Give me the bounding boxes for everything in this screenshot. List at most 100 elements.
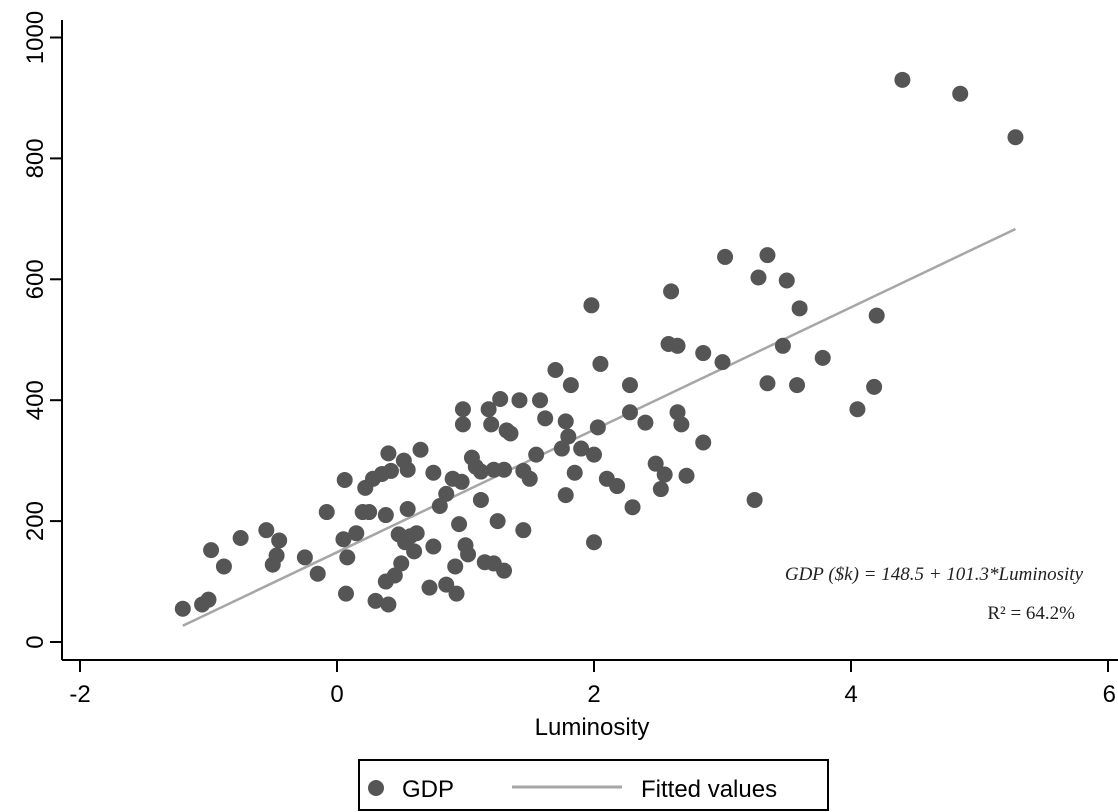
gdp-data-point xyxy=(673,416,690,433)
gdp-data-point xyxy=(483,416,500,433)
r-squared-label: R² = 64.2% xyxy=(987,603,1075,624)
gdp-data-point xyxy=(480,401,497,418)
gdp-data-point xyxy=(399,501,416,518)
gdp-data-point xyxy=(472,463,489,480)
gdp-data-point xyxy=(377,507,394,524)
gdp-data-point xyxy=(791,300,808,317)
x-axis-title: Luminosity xyxy=(535,714,650,741)
gdp-data-point xyxy=(489,513,506,530)
x-tick-label: 6 xyxy=(1103,681,1116,708)
gdp-data-point xyxy=(589,419,606,436)
y-axis-ticks: 0 200 400 600 800 1000 xyxy=(22,11,62,649)
gdp-data-point xyxy=(678,467,695,484)
gdp-data-point xyxy=(621,404,638,421)
gdp-data-point xyxy=(453,473,470,490)
gdp-data-point xyxy=(637,414,654,431)
gdp-data-point xyxy=(203,542,220,559)
gdp-data-point xyxy=(669,337,686,354)
gdp-data-point xyxy=(1007,129,1024,146)
gdp-data-point xyxy=(380,445,397,462)
legend-box xyxy=(358,759,829,811)
gdp-data-point xyxy=(431,497,448,514)
gdp-data-point xyxy=(438,485,455,502)
gdp-data-point xyxy=(528,446,545,463)
y-tick-label: 1000 xyxy=(22,11,49,64)
y-tick-label: 400 xyxy=(22,380,49,420)
gdp-data-point xyxy=(583,297,600,314)
gdp-data-point xyxy=(451,516,468,533)
gdp-data-point xyxy=(296,549,313,566)
gdp-data-point xyxy=(586,446,602,463)
gdp-data-point xyxy=(557,413,574,430)
gdp-data-point xyxy=(348,525,365,542)
gdp-data-point xyxy=(695,434,712,451)
gdp-data-point xyxy=(339,549,356,566)
gdp-data-point xyxy=(386,567,403,584)
gdp-data-point xyxy=(496,562,513,579)
legend-gdp-label: GDP xyxy=(402,776,454,803)
gdp-data-point xyxy=(380,596,397,613)
gdp-data-point xyxy=(408,525,425,542)
gdp-data-point xyxy=(560,428,577,445)
gdp-data-point xyxy=(336,471,353,488)
gdp-data-point xyxy=(557,487,574,504)
gdp-data-point xyxy=(759,375,776,392)
y-tick-label: 600 xyxy=(22,259,49,299)
y-tick-label: 200 xyxy=(22,501,49,541)
gdp-data-point xyxy=(425,464,442,481)
gdp-data-point xyxy=(337,585,354,602)
gdp-data-point xyxy=(789,377,806,394)
x-tick-label: 2 xyxy=(587,681,600,708)
gdp-data-point xyxy=(656,466,673,483)
gdp-data-point xyxy=(454,401,471,418)
gdp-data-point xyxy=(717,248,734,265)
gdp-data-point xyxy=(537,410,554,427)
gdp-data-point xyxy=(562,377,579,394)
regression-equation: GDP ($k) = 148.5 + 101.3*Luminosity xyxy=(785,564,1084,585)
x-tick-label: 0 xyxy=(330,681,343,708)
gdp-data-point xyxy=(609,478,626,495)
gdp-data-point xyxy=(382,462,399,479)
gdp-data-point xyxy=(215,558,232,575)
gdp-data-point xyxy=(515,522,532,539)
gdp-data-point xyxy=(868,307,885,324)
gdp-data-point xyxy=(412,441,429,458)
x-axis-ticks: -2 0 2 4 6 xyxy=(69,660,1116,708)
gdp-data-point xyxy=(318,504,335,521)
legend-fitted-label: Fitted values xyxy=(641,776,777,803)
gdp-data-point xyxy=(361,504,378,521)
gdp-data-point xyxy=(750,269,767,286)
gdp-series xyxy=(174,71,1024,617)
gdp-data-point xyxy=(367,592,384,609)
gdp-data-point xyxy=(232,530,249,547)
gdp-data-point xyxy=(425,538,442,555)
gdp-data-point xyxy=(647,455,664,472)
gdp-data-point xyxy=(406,543,423,560)
gdp-data-point xyxy=(759,247,776,264)
gdp-data-point xyxy=(454,416,471,433)
legend: GDP Fitted values xyxy=(358,759,829,811)
gdp-data-point xyxy=(399,461,416,478)
gdp-data-point xyxy=(866,378,883,395)
gdp-data-point xyxy=(952,85,969,102)
gdp-data-point xyxy=(258,522,275,539)
gdp-data-point xyxy=(448,585,465,602)
gdp-data-point xyxy=(447,558,464,575)
gdp-data-point xyxy=(502,425,519,442)
gdp-data-point xyxy=(547,361,564,378)
y-tick-label: 800 xyxy=(22,138,49,178)
gdp-data-point xyxy=(849,401,866,418)
y-tick-label: 0 xyxy=(22,635,49,648)
gdp-data-point xyxy=(309,565,326,582)
gdp-data-point xyxy=(573,440,590,457)
x-tick-label: 4 xyxy=(844,681,857,708)
gdp-data-point xyxy=(511,392,528,409)
gdp-data-point xyxy=(778,272,795,289)
gdp-data-point xyxy=(624,499,641,516)
x-tick-label: -2 xyxy=(69,681,90,708)
gdp-data-point xyxy=(460,546,477,563)
gdp-data-point xyxy=(566,464,583,481)
gdp-data-point xyxy=(532,392,549,409)
gdp-data-point xyxy=(669,404,686,421)
gdp-data-point xyxy=(438,576,455,593)
